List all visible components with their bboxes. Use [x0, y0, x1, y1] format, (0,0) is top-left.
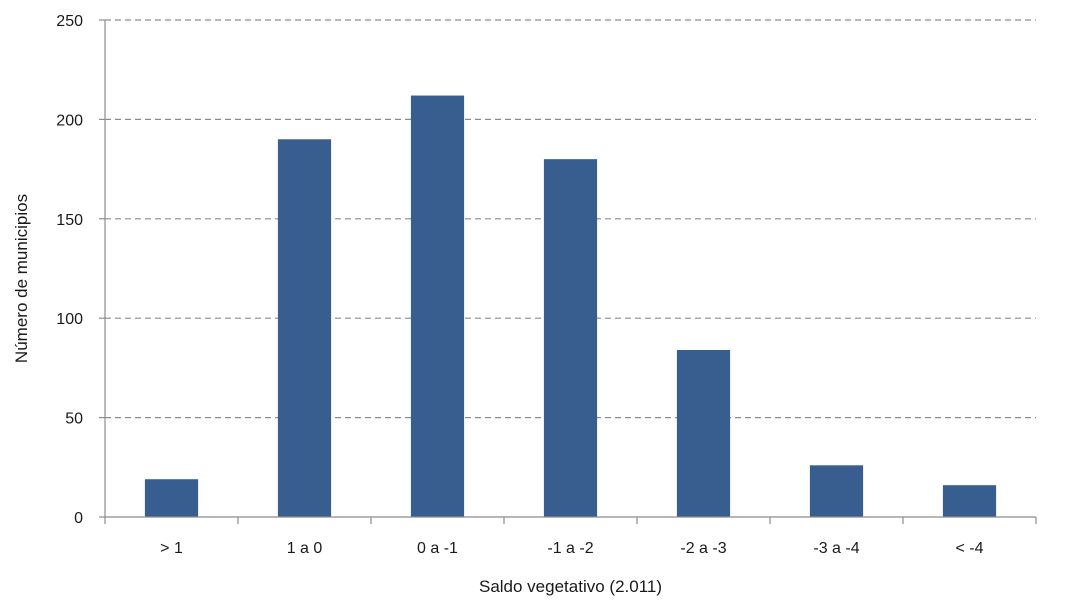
- x-tick-label: -2 a -3: [680, 540, 726, 557]
- x-tick-label: -3 a -4: [813, 540, 859, 557]
- bars: [144, 95, 997, 517]
- x-tick-label: -1 a -2: [547, 540, 593, 557]
- bar: [410, 95, 465, 517]
- y-axis-title: Número de municipios: [12, 194, 31, 363]
- bar: [144, 479, 199, 517]
- bar: [543, 159, 598, 517]
- bar: [942, 485, 997, 517]
- bar: [676, 350, 731, 517]
- x-tick-label: > 1: [160, 540, 183, 557]
- axes: [99, 19, 1037, 524]
- y-tick-label: 100: [56, 311, 83, 328]
- x-tick-label: 1 a 0: [287, 540, 323, 557]
- x-tick-labels: > 1 1 a 0 0 a -1 -1 a -2 -2 a -3 -3 a -4 < -4: [160, 540, 983, 557]
- bar: [277, 139, 332, 517]
- bar: [809, 465, 864, 517]
- y-tick-labels: 0 50 100 150 200 250: [56, 13, 83, 527]
- y-tick-label: 250: [56, 13, 83, 30]
- y-tick-label: 200: [56, 112, 83, 129]
- y-tick-label: 150: [56, 212, 83, 229]
- y-tick-label: 50: [65, 411, 83, 428]
- x-tick-label: 0 a -1: [417, 540, 458, 557]
- x-tick-label: < -4: [955, 540, 983, 557]
- y-tick-label: 0: [74, 510, 83, 527]
- x-axis-title: Saldo vegetativo (2.011): [479, 577, 662, 596]
